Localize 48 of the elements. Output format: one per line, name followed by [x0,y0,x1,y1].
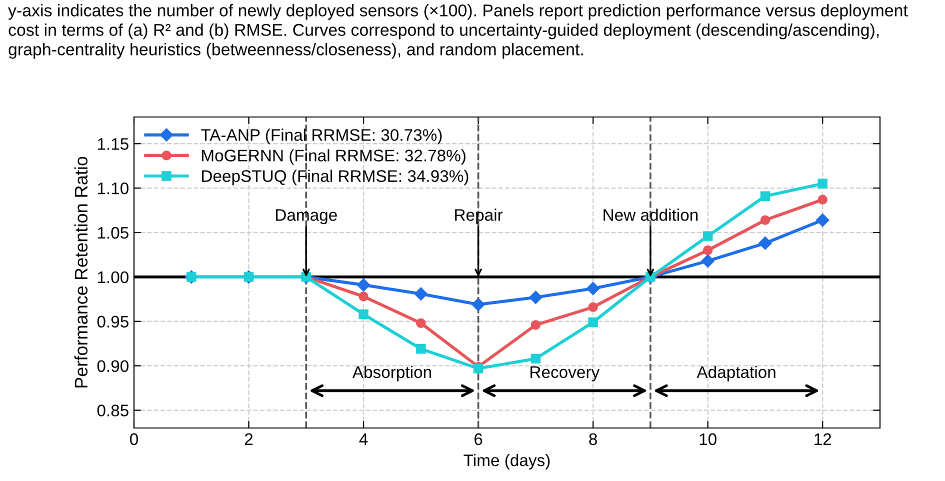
x-tick-label: 4 [359,433,368,445]
point [758,236,772,250]
y-axis-title: Performance Retention Ratio [74,156,88,388]
x-tick-label: 6 [474,433,482,446]
y-tick-label: 0.95 [97,316,128,328]
legend-label: TA-ANP (Final RRMSE: 30.73%) [201,128,442,144]
x-tick-label: 2 [244,433,253,445]
annotation: New addition [604,208,698,221]
point [588,302,598,312]
point [358,292,368,302]
point [588,317,598,328]
legend-label: MoGERNN (Final RRMSE: 32.78%) [202,149,466,165]
point [818,178,828,189]
x-tick-label: 0 [130,433,138,446]
annotation: Damage [276,209,337,224]
point [701,254,714,268]
point [416,344,426,354]
y-tick-label: 1.05 [98,226,128,239]
point [760,191,770,201]
point [530,320,541,330]
annotation: Absorption [352,366,431,382]
x-axis-title: Time (days) [464,454,550,470]
y-tick-label: 1.00 [98,271,128,284]
point [416,318,426,328]
point [818,194,828,204]
point [760,215,770,225]
point [702,245,713,256]
annotation: Adaptation [696,366,776,382]
x-tick-label: 12 [814,433,832,445]
y-tick-label: 1.15 [98,138,128,150]
y-tick-label: 0.90 [97,360,128,372]
y-tick-label: 1.10 [98,182,128,194]
point [414,287,428,300]
point [529,290,542,304]
point [816,213,830,227]
y-tick-label: 0.85 [97,404,128,416]
point [356,278,370,292]
x-tick-label: 10 [700,433,716,446]
point [358,309,368,320]
point [472,298,485,312]
point [586,282,600,296]
text: y-axis indicates the number of newly deployed sensors (×100). Panels report prediction performance versus deployment cost in terms of (a) R² and (b) RMSE. Curves correspond to uncertainty-guided deployment (descending/ascending), graph-centrality heuristics (betweenness/closeness), and random placement. [8,4,908,59]
x-tick-label: 8 [589,433,597,446]
legend-label: DeepSTUQ (Final RRMSE: 34.93%) [202,170,468,186]
annotation: Recovery [530,366,600,382]
annotation: Repair [455,208,503,224]
point [530,354,541,364]
point [702,231,713,241]
